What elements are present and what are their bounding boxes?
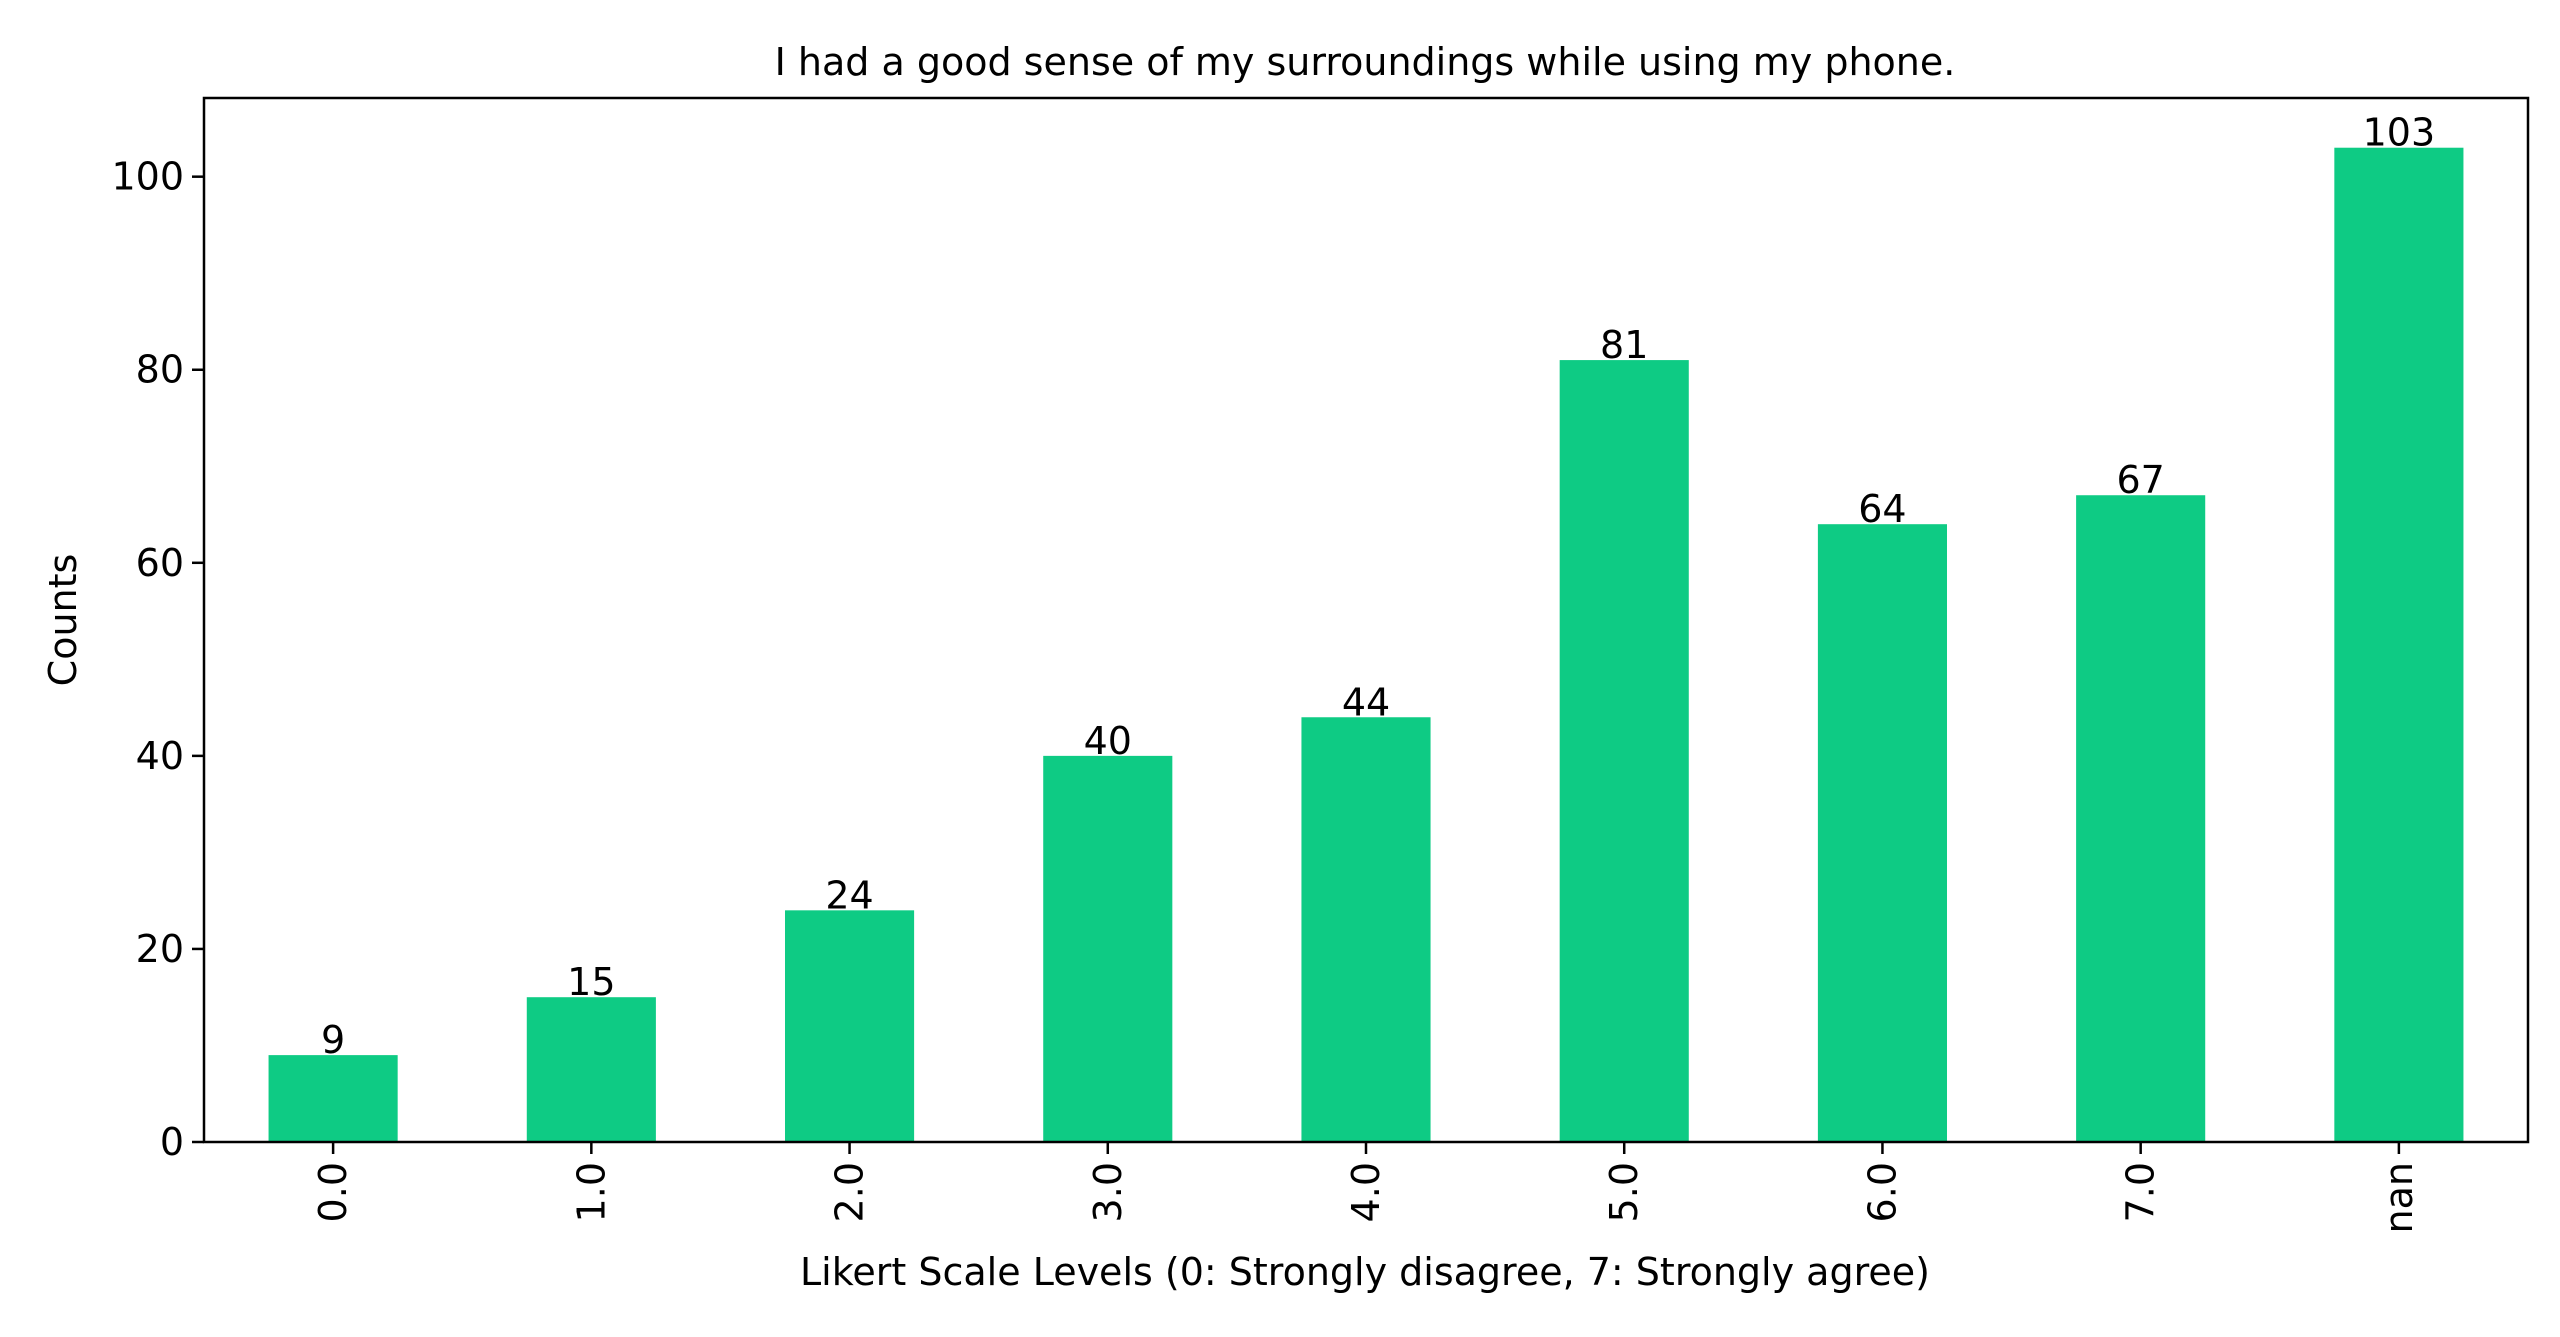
x-tick-label: 6.0: [1860, 1162, 1904, 1222]
bar-value-label: 81: [1600, 323, 1648, 367]
bar: [526, 997, 656, 1142]
bar: [268, 1055, 398, 1142]
x-tick-label: 7.0: [2119, 1162, 2163, 1222]
bar-value-label: 15: [567, 960, 615, 1004]
y-tick-label: 40: [136, 734, 184, 778]
y-axis-ticks: 0 20 40 60 80 100: [111, 155, 204, 1164]
x-tick-label: 5.0: [1602, 1162, 1646, 1222]
x-tick-label: 0.0: [311, 1162, 355, 1222]
x-axis-label: Likert Scale Levels (0: Strongly disagre…: [800, 1250, 1930, 1294]
bar: [1301, 717, 1431, 1142]
bar: [1043, 755, 1173, 1142]
bars-layer: [268, 147, 2464, 1142]
bar-value-label: 64: [1858, 487, 1906, 531]
bar-value-label: 40: [1084, 719, 1132, 763]
bar-value-label: 44: [1342, 680, 1390, 724]
bar: [785, 910, 915, 1142]
bar: [2076, 495, 2206, 1142]
x-tick-label: 3.0: [1086, 1162, 1130, 1222]
x-tick-label: 2.0: [828, 1162, 872, 1222]
bar: [1817, 524, 1947, 1142]
bar-value-label: 9: [321, 1018, 345, 1062]
chart-title: I had a good sense of my surroundings wh…: [775, 40, 1956, 84]
y-tick-label: 20: [136, 927, 184, 971]
y-axis-label: Counts: [41, 554, 85, 687]
bar: [1559, 360, 1689, 1142]
x-tick-label: nan: [2377, 1162, 2421, 1233]
y-tick-label: 100: [111, 155, 184, 199]
x-axis-ticks: 0.0 1.0 2.0 3.0 4.0 5.0 6.0 7.0 nan: [311, 1142, 2421, 1233]
bar-value-label: 67: [2116, 458, 2164, 502]
bar: [2334, 147, 2464, 1142]
bar-value-label: 24: [825, 873, 873, 917]
data-labels: 9 15 24 40 44 81 64 67 103: [321, 111, 2435, 1062]
x-tick-label: 1.0: [569, 1162, 613, 1222]
x-tick-label: 4.0: [1344, 1162, 1388, 1222]
y-tick-label: 0: [160, 1120, 184, 1164]
y-tick-label: 80: [136, 348, 184, 392]
bar-value-label: 103: [2363, 111, 2436, 155]
y-tick-label: 60: [136, 541, 184, 585]
